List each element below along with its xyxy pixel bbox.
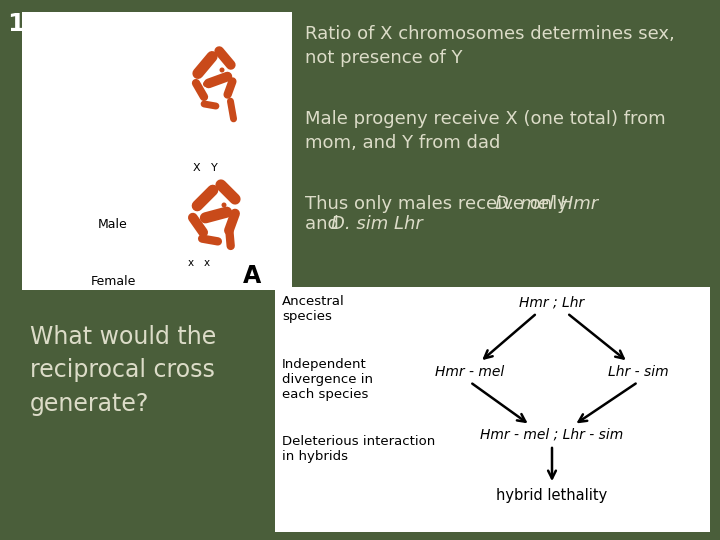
Bar xyxy=(22,12,292,290)
Text: hybrid lethality: hybrid lethality xyxy=(496,488,608,503)
Text: Female: Female xyxy=(90,275,135,288)
Text: Lhr - sim: Lhr - sim xyxy=(608,365,668,379)
Text: x: x xyxy=(188,258,194,268)
Text: Hmr ; Lhr: Hmr ; Lhr xyxy=(519,295,585,309)
Text: Deleterious interaction
in hybrids: Deleterious interaction in hybrids xyxy=(282,435,436,463)
Text: Hmr - mel: Hmr - mel xyxy=(436,365,505,379)
Text: A: A xyxy=(243,264,261,288)
Text: and: and xyxy=(305,215,345,233)
Text: x: x xyxy=(204,258,210,268)
Text: D. mel Hmr: D. mel Hmr xyxy=(495,195,598,213)
Text: Male: Male xyxy=(98,218,128,231)
Text: Ratio of X chromosomes determines sex,
not presence of Y: Ratio of X chromosomes determines sex, n… xyxy=(305,25,675,66)
Text: X: X xyxy=(192,163,200,173)
Text: Y: Y xyxy=(211,163,217,173)
Circle shape xyxy=(220,68,225,72)
Text: Hmr - mel ; Lhr - sim: Hmr - mel ; Lhr - sim xyxy=(480,428,624,442)
Circle shape xyxy=(203,81,209,87)
Text: What would the
reciprocal cross
generate?: What would the reciprocal cross generate… xyxy=(30,325,216,416)
Text: D. sim Lhr: D. sim Lhr xyxy=(331,215,423,233)
Bar xyxy=(275,287,710,532)
Circle shape xyxy=(222,202,227,207)
Text: Male progeny receive X (one total) from
mom, and Y from dad: Male progeny receive X (one total) from … xyxy=(305,110,665,152)
Text: 1: 1 xyxy=(7,12,24,36)
Text: Independent
divergence in
each species: Independent divergence in each species xyxy=(282,358,373,401)
Text: Ancestral
species: Ancestral species xyxy=(282,295,345,323)
Circle shape xyxy=(202,215,208,221)
Text: Thus only males receive only: Thus only males receive only xyxy=(305,195,574,213)
